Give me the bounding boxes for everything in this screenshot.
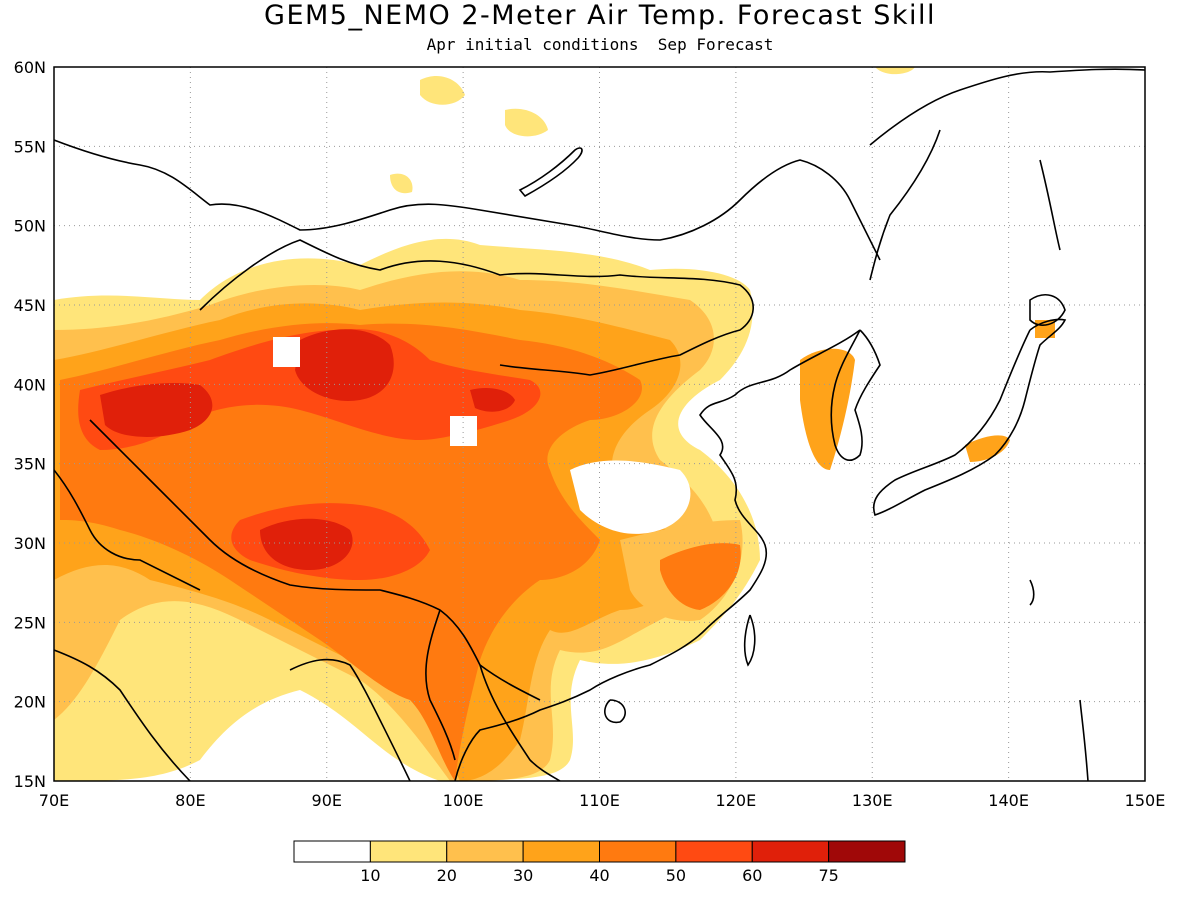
lon-tick-label: 140E [988, 791, 1029, 810]
colorbar-swatch [751, 840, 830, 863]
colorbar-swatch [369, 840, 448, 863]
missing-cell-1 [273, 337, 300, 367]
grid-lines [54, 67, 1145, 781]
skill-patch-north [390, 67, 915, 194]
colorbar-swatch [446, 840, 524, 863]
lat-tick-label: 40N [14, 375, 46, 394]
coastline-japan-islands [1029, 579, 1089, 781]
skill-patch-korea [800, 348, 855, 470]
coastline-taiwan [743, 614, 756, 667]
skill-region-60-75 [100, 329, 515, 570]
latitude-labels: 15N 20N 25N 30N 35N 40N 45N 50N 55N 60N [14, 58, 46, 791]
coastline-hainan [604, 699, 626, 724]
coastline-korea [830, 329, 881, 461]
colorbar-swatch [293, 840, 371, 863]
plot-title: GEM5_NEMO 2-Meter Air Temp. Forecast Ski… [264, 0, 936, 31]
colorbar-swatch [522, 840, 600, 863]
plot-frame [53, 66, 1146, 782]
coastline-russia [869, 68, 1145, 281]
lon-tick-label: 110E [579, 791, 620, 810]
border-himalaya [89, 419, 541, 701]
lat-tick-label: 35N [14, 455, 46, 474]
border-mongolia [199, 239, 754, 376]
plot-subtitle: Apr initial conditions Sep Forecast [426, 35, 774, 54]
lon-tick-label: 130E [852, 791, 893, 810]
lake-baikal [518, 147, 583, 198]
colorbar-label: 75 [818, 866, 838, 885]
skill-field [54, 67, 1055, 781]
border-india [54, 469, 201, 591]
coastline-bay-of-bengal [54, 649, 411, 781]
lat-tick-label: 60N [14, 58, 46, 77]
lon-tick-label: 120E [716, 791, 757, 810]
lon-tick-label: 150E [1125, 791, 1166, 810]
lat-tick-label: 15N [14, 772, 46, 791]
lat-tick-label: 50N [14, 217, 46, 236]
lon-tick-label: 90E [312, 791, 342, 810]
colorbar-label: 20 [437, 866, 457, 885]
colorbar-label: 50 [666, 866, 686, 885]
colorbar-label: 40 [589, 866, 609, 885]
missing-cell-2 [450, 416, 477, 446]
colorbar-label: 30 [513, 866, 533, 885]
border-se-asia [425, 609, 561, 781]
coastline-china-east [454, 329, 861, 781]
lat-tick-label: 45N [14, 296, 46, 315]
skill-patch-sw-coast-inner [660, 543, 741, 610]
border-northern [54, 139, 881, 261]
coastline-hokkaido [1029, 294, 1066, 326]
colorbar-label: 10 [360, 866, 380, 885]
lat-tick-label: 20N [14, 693, 46, 712]
colorbar-swatch [828, 840, 906, 863]
colorbar-label: 60 [742, 866, 762, 885]
longitude-labels: 70E 80E 90E 100E 110E 120E 130E 140E 150E [39, 791, 1166, 810]
lon-tick-label: 80E [175, 791, 205, 810]
coastlines [54, 68, 1145, 781]
colorbar-swatch [675, 840, 753, 863]
colorbar-swatch [599, 840, 677, 863]
lon-tick-label: 70E [39, 791, 69, 810]
lat-tick-label: 55N [14, 137, 46, 156]
coastline-japan [873, 318, 1067, 517]
colorbar: 10 20 30 40 50 60 75 [293, 840, 906, 885]
lon-tick-label: 100E [443, 791, 484, 810]
lat-tick-label: 25N [14, 613, 46, 632]
skill-patch-japan [965, 320, 1055, 462]
lat-tick-label: 30N [14, 534, 46, 553]
low-skill-east-china [570, 460, 691, 534]
